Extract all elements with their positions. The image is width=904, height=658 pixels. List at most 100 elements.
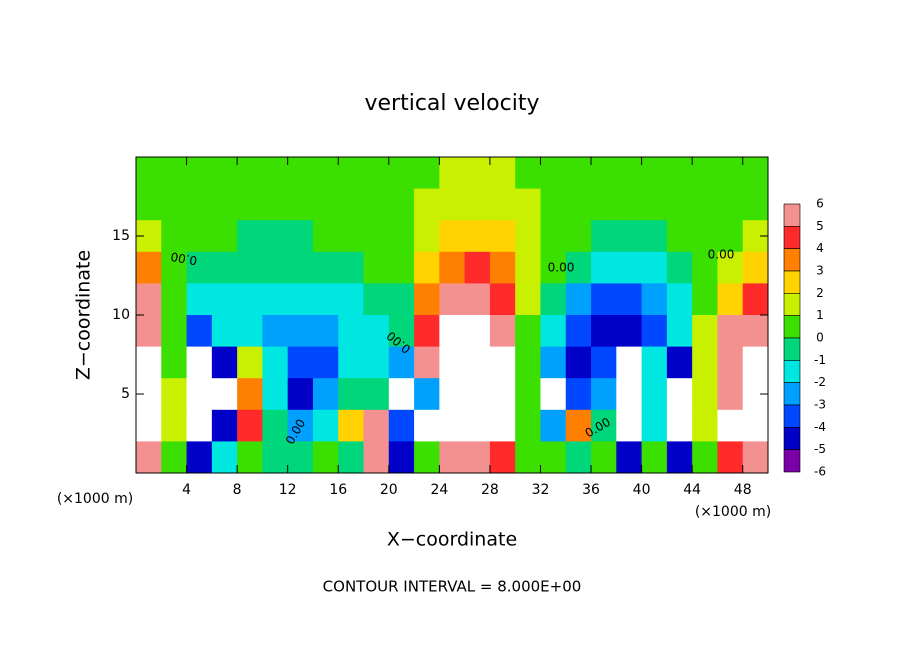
field-cell [237,409,263,442]
field-cell [237,157,263,190]
colorbar-label: 4 [816,241,824,255]
field-cell [262,220,289,253]
field-cell [136,441,162,474]
field-cell [717,409,744,442]
field-cell [565,220,592,253]
field [136,157,769,474]
field-cell [161,157,188,190]
field-cell [388,220,415,253]
field-cell [742,441,769,474]
field-cell [591,283,617,316]
contour-label: 0.00 [170,249,199,267]
field-cell [262,346,289,379]
field-cell [388,346,415,379]
field-cell [515,346,541,379]
field-cell [591,315,617,348]
field-cell [211,157,238,190]
field-cell [211,220,238,253]
field-cell [591,441,617,474]
field-cell [717,441,744,474]
field-cell [692,188,718,221]
field-cell [363,409,390,442]
field-cell [287,409,314,442]
colorbar-label: -2 [814,375,826,389]
field-cell [211,315,238,348]
colorbar-swatch [783,248,801,272]
field-cell [161,188,188,221]
field-cell [717,251,744,284]
colorbar-swatch [783,203,801,227]
field-cell [616,283,643,316]
field-cell [186,188,213,221]
field-cell [211,378,238,411]
field-cell [565,188,592,221]
field-cell [312,157,339,190]
y-axis-label: Z−coordinate [73,250,95,380]
field-cell [161,315,188,348]
field-cell [161,441,188,474]
field-cell [616,346,643,379]
field-cell [616,315,643,348]
field-cell [287,346,314,379]
field-cell [692,346,718,379]
field-cell [262,409,289,442]
colorbar-swatch [783,427,801,450]
field-cell [439,220,466,253]
field-cell [186,157,213,190]
field-cell [136,315,162,348]
field-cell [312,346,339,379]
field-cell [414,220,440,253]
field-cell [237,188,263,221]
field-cell [287,283,314,316]
field-cell [338,157,365,190]
field-cell [666,251,693,284]
field-cell [237,378,263,411]
field-cell [439,441,466,474]
colorbar-swatch [783,315,801,339]
field-cell [211,441,238,474]
field-cell [666,346,693,379]
field-cell [363,315,390,348]
field-cell [565,283,592,316]
field-cell [692,283,718,316]
field-cell [742,409,769,442]
field-cell [464,283,491,316]
field-cell [641,346,668,379]
field-cell [641,283,668,316]
field-cell [338,378,365,411]
x-tick-label: 36 [582,482,600,498]
field-cell [237,346,263,379]
field-cell [717,346,744,379]
field-cell [161,251,188,284]
field-cell [666,378,693,411]
field-cell [262,283,289,316]
x-tick-label: 16 [329,482,347,498]
field-cell [211,251,238,284]
field-cell [540,346,567,379]
field-cell [591,157,617,190]
field-cell [237,315,263,348]
field-cell [287,251,314,284]
field-cell [742,251,769,284]
field-cell [211,188,238,221]
field-cell [666,283,693,316]
field-cell [186,441,213,474]
field-cell [591,251,617,284]
field-cell [464,378,491,411]
field-cell [591,346,617,379]
colorbar-label: -1 [814,353,826,367]
field-cell [439,346,466,379]
colorbar-label: -3 [814,398,826,412]
field-cell [136,283,162,316]
field-cell [338,441,365,474]
field-cell [414,188,440,221]
field-cell [287,441,314,474]
field-cell [515,315,541,348]
x-tick-label: 8 [233,482,242,498]
field-cell [136,251,162,284]
x-tick-label: 4 [182,482,191,498]
y-tick-label: 15 [112,228,130,244]
colorbar-label: -5 [814,442,826,456]
field-cell [565,441,592,474]
field-cell [616,378,643,411]
